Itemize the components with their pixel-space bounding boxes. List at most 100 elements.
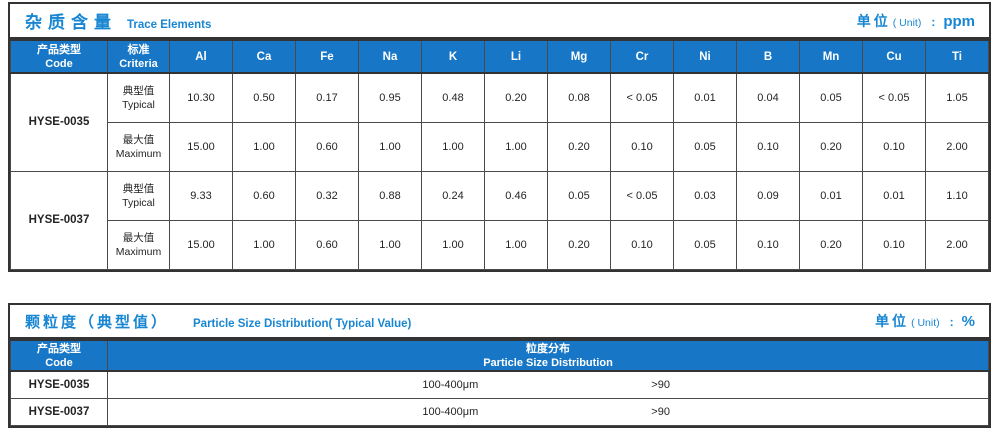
particle-unit: 单位 ( Unit) : % (875, 311, 975, 331)
particle-title-bar: 颗粒度（典型值） Particle Size Distribution( Typ… (10, 305, 989, 339)
trace-title-bar: 杂质含量 Trace Elements 单位 ( Unit) : ppm (10, 4, 989, 39)
particle-unit-label-en: ( Unit) (911, 317, 940, 329)
table-row: HYSE-0035 典型值 Typical 10.30 0.50 0.17 0.95 0.48… (10, 72, 989, 172)
value-cell: 0.09 (736, 170, 800, 221)
value-cell: 0.10 (736, 219, 800, 270)
value-cell: 0.10 (610, 219, 674, 270)
value-cell: 1.00 (421, 121, 485, 172)
value-cell: 0.95 (358, 72, 422, 123)
value-cell: 0.10 (862, 219, 926, 270)
element-header-cell: Li (484, 39, 548, 74)
value-cell: 10.30 (169, 72, 233, 123)
value-cell: < 0.05 (610, 72, 674, 123)
value-cell: 1.00 (232, 121, 296, 172)
value-cell: 0.88 (358, 170, 422, 221)
element-header-cell: Na (358, 39, 422, 74)
code-cell: HYSE-0037 (10, 397, 108, 426)
code-cell: HYSE-0037 (10, 170, 108, 270)
value-cell: 0.03 (673, 170, 737, 221)
header-label-en: Code (45, 57, 73, 70)
element-header-cell: Al (169, 39, 233, 74)
value-cell: 0.08 (547, 72, 611, 123)
value-cell: 0.05 (547, 170, 611, 221)
criteria-cell: 典型值 Typical (107, 170, 170, 221)
table-row: HYSE-0037 100-400μm >90 (10, 397, 989, 426)
criteria-cell: 最大值 Maximum (107, 121, 170, 172)
code-header-cell: 产品类型 Code (10, 339, 108, 372)
element-header-cell: Cu (862, 39, 926, 74)
value-cell: 0.01 (673, 72, 737, 123)
header-label-zh: 标准 (127, 43, 150, 56)
value-cell: 0.10 (736, 121, 800, 172)
value-cell: 1.00 (484, 219, 548, 270)
criteria-cell: 典型值 Typical (107, 72, 170, 123)
criteria-label-zh: 典型值 (122, 182, 155, 195)
criteria-header-cell: 标准 Criteria (107, 39, 170, 74)
distribution-cell: 100-400μm >90 (107, 370, 989, 399)
trace-table: 产品类型 Code 标准 Criteria Al Ca Fe Na K Li Mg Cr Ni B Mn Cu… (10, 39, 989, 270)
percent-value: >90 (651, 378, 670, 391)
trace-title-zh: 杂质含量 (25, 13, 117, 32)
header-label-en: Code (45, 356, 73, 369)
element-header-cell: Ca (232, 39, 296, 74)
value-cell: 0.20 (484, 72, 548, 123)
percent-value: >90 (651, 405, 670, 418)
table-row: 最大值 Maximum 15.00 1.00 0.60 1.00 1.00 1.00 0.20 0… (11, 121, 989, 172)
trace-unit: 单位 ( Unit) : ppm (857, 11, 975, 31)
value-cell: 0.20 (799, 121, 863, 172)
particle-title-zh: 颗粒度（典型值） (25, 313, 170, 331)
trace-unit-value: ppm (943, 12, 975, 30)
value-cell: < 0.05 (610, 170, 674, 221)
element-header-cell: Mg (547, 39, 611, 74)
particle-table-header: 产品类型 Code 粒度分布 Particle Size Distribution (10, 339, 989, 372)
particle-size-section: 颗粒度（典型值） Particle Size Distribution( Typ… (8, 303, 991, 428)
value-cell: < 0.05 (862, 72, 926, 123)
code-header-cell: 产品类型 Code (10, 39, 108, 74)
value-cell: 0.10 (862, 121, 926, 172)
header-label-zh: 产品类型 (37, 43, 81, 56)
criteria-cell: 最大值 Maximum (107, 219, 170, 270)
value-cell: 0.05 (799, 72, 863, 123)
table-row: HYSE-0035 100-400μm >90 (10, 370, 989, 399)
particle-table: 产品类型 Code 粒度分布 Particle Size Distribution H… (10, 339, 989, 426)
header-label-en: Particle Size Distribution (483, 356, 613, 369)
value-cell: 1.10 (925, 170, 989, 221)
value-cell: 0.60 (232, 170, 296, 221)
element-header-cell: Fe (295, 39, 359, 74)
header-label-zh: 产品类型 (37, 342, 81, 355)
trace-header-row: 产品类型 Code 标准 Criteria Al Ca Fe Na K Li Mg Cr Ni B Mn Cu… (10, 39, 989, 74)
element-header-cell: Ni (673, 39, 737, 74)
header-label-zh: 粒度分布 (526, 342, 570, 355)
value-cell: 0.17 (295, 72, 359, 123)
code-cell: HYSE-0035 (10, 72, 108, 172)
element-header-cell: Cr (610, 39, 674, 74)
header-label-en: Criteria (119, 57, 158, 70)
criteria-label-zh: 最大值 (122, 231, 155, 244)
criteria-label-zh: 典型值 (122, 84, 155, 97)
trace-title: 杂质含量 Trace Elements (25, 8, 211, 33)
value-cell: 0.60 (295, 219, 359, 270)
value-cell: 0.32 (295, 170, 359, 221)
element-header-cell: K (421, 39, 485, 74)
trace-elements-section: 杂质含量 Trace Elements 单位 ( Unit) : ppm 产品类… (8, 2, 991, 272)
value-cell: 0.04 (736, 72, 800, 123)
value-cell: 0.20 (799, 219, 863, 270)
trace-unit-label-en: ( Unit) (892, 16, 922, 29)
value-cell: 9.33 (169, 170, 233, 221)
distribution-header-cell: 粒度分布 Particle Size Distribution (107, 339, 989, 372)
particle-table-body: HYSE-0035 100-400μm >90 HYSE-0037 100-400μm >… (10, 370, 989, 426)
value-cell: 0.05 (673, 219, 737, 270)
criteria-label-zh: 最大值 (122, 133, 155, 146)
value-cell: 0.10 (610, 121, 674, 172)
trace-table-header: 产品类型 Code 标准 Criteria Al Ca Fe Na K Li Mg Cr Ni B Mn Cu… (10, 39, 989, 74)
value-cell: 0.60 (295, 121, 359, 172)
value-cell: 0.01 (862, 170, 926, 221)
trace-unit-colon: : (931, 14, 936, 29)
criteria-label-en: Maximum (115, 245, 162, 258)
particle-unit-colon: : (949, 315, 954, 329)
table-row: 最大值 Maximum 15.00 1.00 0.60 1.00 1.00 1.00 0.20 0… (11, 219, 989, 270)
value-cell: 1.00 (358, 121, 422, 172)
distribution-cell: 100-400μm >90 (107, 397, 989, 426)
particle-unit-label-zh: 单位 (875, 313, 910, 329)
value-cell: 1.00 (358, 219, 422, 270)
